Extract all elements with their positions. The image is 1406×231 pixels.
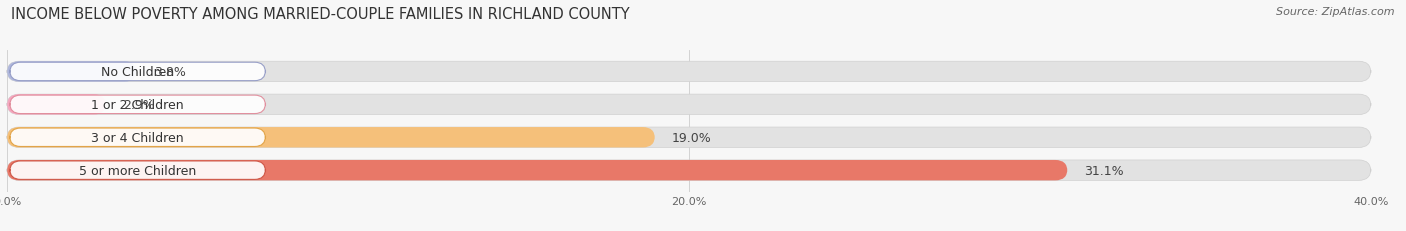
Text: INCOME BELOW POVERTY AMONG MARRIED-COUPLE FAMILIES IN RICHLAND COUNTY: INCOME BELOW POVERTY AMONG MARRIED-COUPL… [11,7,630,22]
FancyBboxPatch shape [7,128,655,148]
FancyBboxPatch shape [7,128,1371,148]
Text: 5 or more Children: 5 or more Children [79,164,197,177]
FancyBboxPatch shape [10,96,266,114]
FancyBboxPatch shape [7,95,1371,115]
Text: No Children: No Children [101,66,174,79]
Text: 31.1%: 31.1% [1084,164,1123,177]
FancyBboxPatch shape [10,128,266,147]
FancyBboxPatch shape [10,161,266,180]
Text: 3.8%: 3.8% [153,66,186,79]
FancyBboxPatch shape [7,95,105,115]
FancyBboxPatch shape [7,62,136,82]
Text: 2.9%: 2.9% [122,98,155,111]
Text: 3 or 4 Children: 3 or 4 Children [91,131,184,144]
FancyBboxPatch shape [7,160,1067,181]
Text: 1 or 2 Children: 1 or 2 Children [91,98,184,111]
Text: 19.0%: 19.0% [672,131,711,144]
FancyBboxPatch shape [10,63,266,81]
Text: Source: ZipAtlas.com: Source: ZipAtlas.com [1277,7,1395,17]
FancyBboxPatch shape [7,62,1371,82]
FancyBboxPatch shape [7,160,1371,181]
